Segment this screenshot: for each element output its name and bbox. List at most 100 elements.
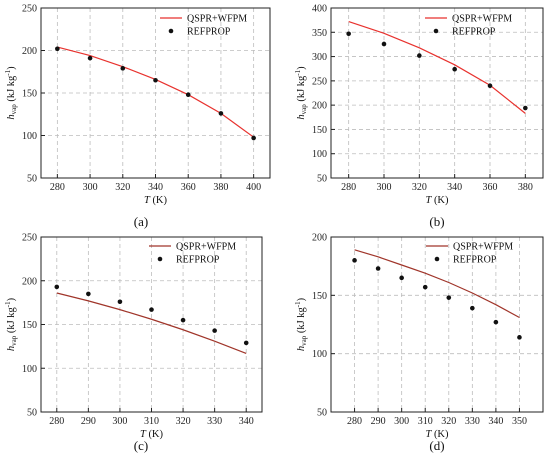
legend-label: QSPR+WFPM bbox=[176, 242, 236, 253]
y-axis-label-unit: (kJ kg bbox=[296, 306, 307, 335]
legend-label: QSPR+WFPM bbox=[452, 14, 512, 25]
tick-label-y: 100 bbox=[312, 349, 327, 360]
tick-label-x: 330 bbox=[465, 416, 480, 427]
tick-label-x: 320 bbox=[115, 182, 130, 193]
x-axis-label-unit: (K) bbox=[431, 429, 449, 440]
legend-swatch-point bbox=[433, 28, 439, 34]
tick-label-y: 50 bbox=[27, 408, 37, 419]
tick-label-y: 150 bbox=[22, 89, 37, 100]
y-axis-label: hvap (kJ kg-1) bbox=[294, 66, 308, 120]
y-axis-label-end: ) bbox=[6, 66, 17, 70]
tick-label-x: 340 bbox=[488, 416, 503, 427]
tick-label-x: 340 bbox=[148, 182, 163, 193]
panel-label: (a) bbox=[134, 214, 148, 229]
y-axis-label-sub: vap bbox=[300, 335, 308, 346]
legend-swatch-point bbox=[157, 256, 163, 262]
tick-label-y: 300 bbox=[312, 52, 327, 63]
tick-label-y: 250 bbox=[312, 76, 327, 87]
tick-label-y: 100 bbox=[22, 364, 37, 375]
legend-swatch-point bbox=[168, 28, 174, 34]
tick-label-y: 200 bbox=[312, 233, 327, 244]
y-axis-label-exp: -1 bbox=[294, 301, 302, 307]
panel-label: (b) bbox=[429, 214, 444, 229]
y-axis-label-end: ) bbox=[296, 297, 307, 301]
tick-label-x: 350 bbox=[512, 416, 527, 427]
x-axis-label: T (K) bbox=[425, 429, 449, 440]
tick-label-y: 250 bbox=[22, 233, 37, 244]
panel-label: (c) bbox=[134, 438, 148, 453]
x-axis-label: T (K) bbox=[425, 195, 449, 206]
tick-label-y: 250 bbox=[22, 4, 37, 15]
x-axis-label-unit: (K) bbox=[146, 429, 164, 440]
x-axis-label-main: T bbox=[425, 429, 432, 440]
y-axis-label-exp: -1 bbox=[4, 301, 12, 307]
tick-label-y: 50 bbox=[317, 174, 327, 185]
x-axis-label: T (K) bbox=[144, 195, 168, 206]
data-point-refprop bbox=[86, 291, 91, 297]
tick-label-x: 300 bbox=[394, 416, 409, 427]
series-line-qspr-wfpm bbox=[354, 249, 520, 319]
x-axis-label-main: T bbox=[140, 429, 147, 440]
tick-label-x: 380 bbox=[213, 182, 228, 193]
y-axis-label: hvap (kJ kg-1) bbox=[4, 66, 18, 120]
tick-label-x: 320 bbox=[441, 416, 456, 427]
tick-label-y: 150 bbox=[312, 291, 327, 302]
y-axis-label: hvap (kJ kg-1) bbox=[4, 297, 18, 351]
series-line-qspr-wfpm bbox=[56, 292, 247, 354]
tick-label-x: 360 bbox=[181, 182, 196, 193]
legend-label: QSPR+WFPM bbox=[453, 242, 513, 253]
data-point-refprop bbox=[218, 111, 224, 116]
y-axis-label-unit: (kJ kg bbox=[6, 306, 17, 335]
y-axis-label-main: h bbox=[296, 114, 307, 119]
tick-label-x: 300 bbox=[377, 182, 392, 193]
x-axis-label-unit: (K) bbox=[150, 195, 168, 206]
tick-label-y: 350 bbox=[312, 28, 327, 39]
data-point-refprop bbox=[487, 83, 493, 89]
data-point-refprop bbox=[446, 295, 452, 300]
data-point-refprop bbox=[251, 135, 256, 141]
data-point-refprop bbox=[523, 105, 528, 111]
y-axis-label-exp: -1 bbox=[294, 69, 302, 75]
tick-label-x: 300 bbox=[83, 182, 98, 193]
tick-label-y: 150 bbox=[22, 320, 37, 331]
y-axis-label-end: ) bbox=[296, 66, 307, 70]
data-point-refprop bbox=[352, 258, 357, 263]
data-point-refprop bbox=[399, 275, 404, 281]
legend-label: REFPROP bbox=[176, 255, 220, 266]
data-point-refprop bbox=[153, 77, 158, 83]
data-point-refprop bbox=[470, 305, 475, 311]
tick-label-y: 400 bbox=[312, 4, 327, 15]
data-point-refprop bbox=[87, 55, 93, 61]
y-axis-label-main: h bbox=[6, 346, 17, 351]
tick-label-x: 360 bbox=[483, 182, 498, 193]
tick-label-x: 340 bbox=[447, 182, 462, 193]
legend-label: REFPROP bbox=[452, 27, 496, 38]
y-axis-label-end: ) bbox=[6, 297, 17, 301]
legend-label: REFPROP bbox=[187, 27, 231, 38]
tick-label-x: 280 bbox=[341, 182, 356, 193]
plot-frame bbox=[330, 236, 544, 413]
y-axis-label: hvap (kJ kg-1) bbox=[294, 297, 308, 351]
tick-label-x: 310 bbox=[418, 416, 433, 427]
chart-c: 280 290 300 310 320 330 340 50 100 150 200 250 QSPR+… bbox=[4, 233, 263, 453]
y-axis-label-sub: vap bbox=[300, 104, 308, 115]
legend: QSPR+WFPM REFPROP bbox=[426, 242, 513, 266]
tick-label-x: 290 bbox=[81, 416, 96, 427]
tick-label-x: 280 bbox=[50, 182, 65, 193]
data-point-refprop bbox=[243, 340, 249, 346]
y-axis-label-unit: (kJ kg bbox=[6, 75, 17, 104]
tick-label-x: 400 bbox=[246, 182, 261, 193]
data-point-refprop bbox=[117, 299, 123, 305]
chart-b: 280 300 320 340 360 380 50 100 150 200 250 300 350 40… bbox=[294, 4, 544, 229]
tick-label-y: 200 bbox=[312, 101, 327, 112]
data-point-refprop bbox=[120, 66, 126, 71]
data-point-refprop bbox=[452, 66, 457, 72]
data-point-refprop bbox=[493, 319, 499, 325]
data-point-refprop bbox=[417, 53, 422, 58]
legend: QSPR+WFPM REFPROP bbox=[160, 14, 247, 38]
y-axis-label-main: h bbox=[6, 114, 17, 119]
y-axis-label-unit: (kJ kg bbox=[296, 75, 307, 104]
tick-label-x: 290 bbox=[371, 416, 386, 427]
tick-label-x: 300 bbox=[112, 416, 127, 427]
